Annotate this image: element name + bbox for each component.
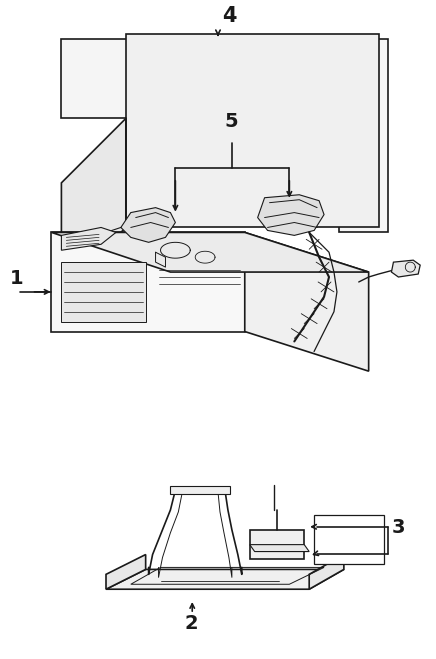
Polygon shape (170, 486, 230, 494)
Polygon shape (106, 569, 344, 589)
Polygon shape (245, 233, 369, 371)
Polygon shape (314, 515, 384, 565)
Text: 5: 5 (224, 112, 238, 131)
Polygon shape (126, 34, 378, 227)
Polygon shape (250, 544, 309, 552)
Polygon shape (258, 195, 324, 235)
Text: 1: 1 (10, 269, 24, 288)
Text: 3: 3 (392, 518, 405, 536)
Polygon shape (121, 208, 175, 243)
Text: 2: 2 (184, 614, 198, 633)
Polygon shape (309, 554, 344, 589)
Polygon shape (392, 260, 420, 277)
Polygon shape (106, 554, 146, 589)
Polygon shape (61, 119, 126, 292)
Polygon shape (61, 262, 146, 322)
Polygon shape (51, 233, 245, 331)
Polygon shape (250, 530, 304, 559)
Polygon shape (51, 233, 369, 272)
Text: 4: 4 (222, 6, 236, 26)
Polygon shape (61, 227, 116, 250)
Polygon shape (61, 39, 388, 233)
